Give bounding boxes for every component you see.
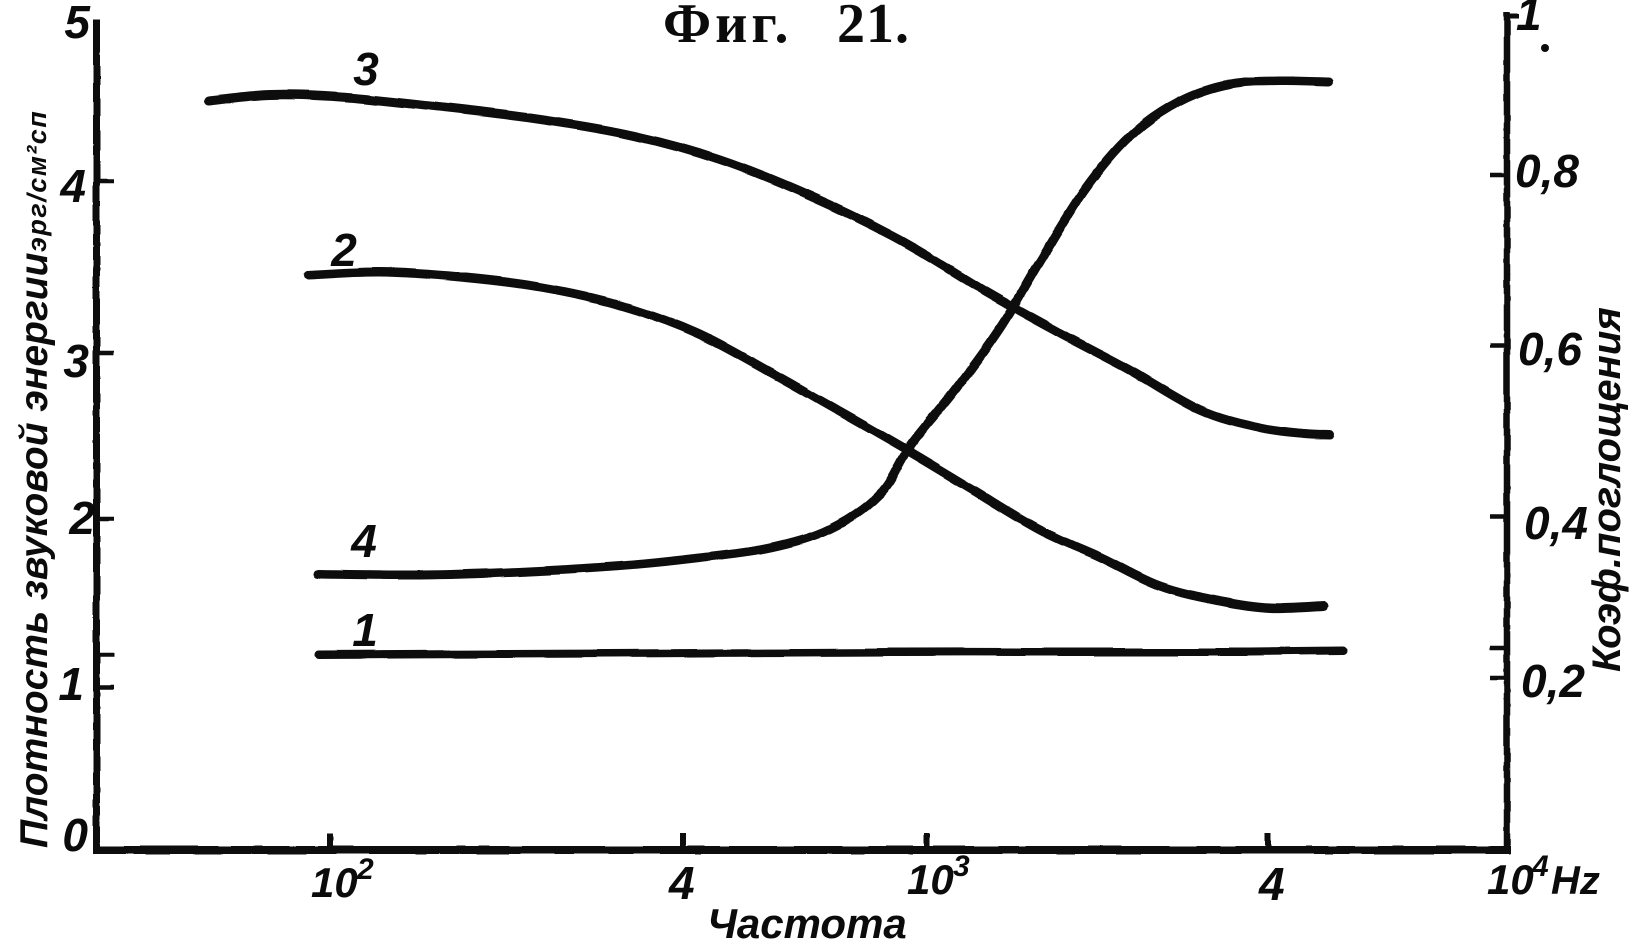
svg-text:5: 5 [64, 0, 91, 48]
svg-text:4: 4 [59, 160, 86, 212]
svg-text:2: 2 [356, 853, 374, 886]
svg-text:1: 1 [1516, 0, 1542, 40]
svg-text:10: 10 [1487, 856, 1534, 903]
svg-text:0,6: 0,6 [1518, 323, 1582, 375]
svg-text:3: 3 [953, 850, 970, 883]
svg-text:Плотность звуковой энергии: Плотность звуковой энергии [13, 252, 56, 848]
svg-text:0,8: 0,8 [1515, 145, 1579, 197]
svg-text:Фиг.: Фиг. [663, 0, 792, 55]
svg-text:4: 4 [1531, 850, 1549, 883]
svg-text:21.: 21. [837, 0, 910, 55]
svg-text:4: 4 [1258, 858, 1285, 910]
svg-text:Частота: Частота [707, 900, 907, 940]
svg-text:4: 4 [350, 515, 377, 567]
svg-text:10: 10 [311, 859, 358, 906]
svg-text:0,2: 0,2 [1521, 655, 1585, 707]
svg-text:3: 3 [353, 43, 379, 95]
svg-text:Коэф.поглощения: Коэф.поглощения [1585, 307, 1629, 672]
svg-text:0,4: 0,4 [1524, 497, 1588, 549]
svg-text:10: 10 [907, 856, 954, 903]
svg-text:Hz: Hz [1551, 859, 1600, 903]
svg-text:3: 3 [63, 335, 89, 387]
svg-text:2: 2 [330, 224, 357, 276]
svg-text:эрг/см²сп: эрг/см²сп [22, 110, 52, 252]
svg-text:0: 0 [62, 809, 88, 861]
svg-text:1: 1 [58, 658, 84, 710]
svg-text:1: 1 [352, 604, 378, 656]
svg-text:4: 4 [668, 857, 695, 909]
svg-text:2: 2 [68, 492, 95, 544]
